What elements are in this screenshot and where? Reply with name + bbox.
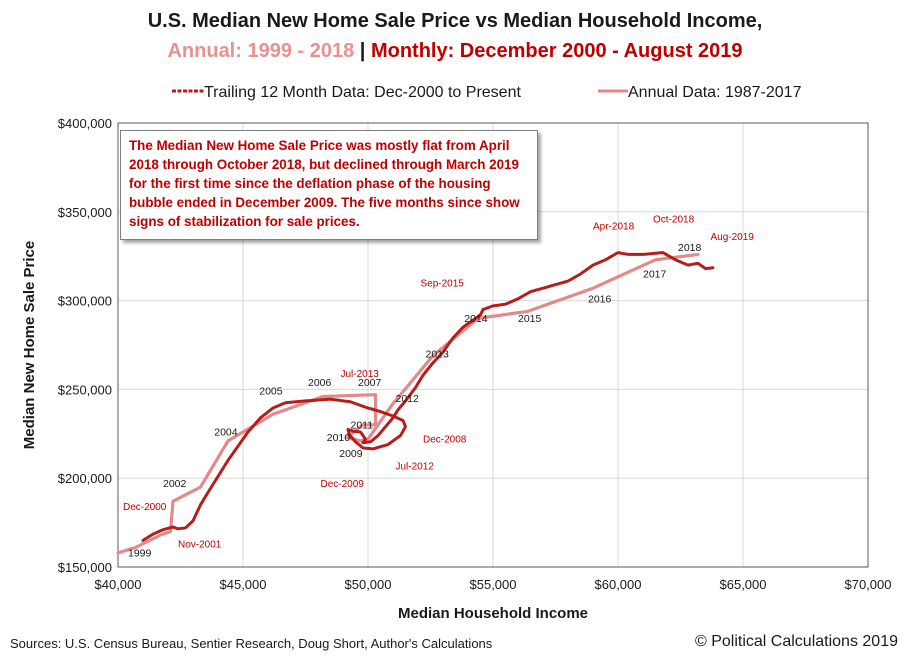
year-label: 2010	[327, 432, 351, 444]
year-label: 2018	[678, 242, 702, 254]
sources-note: Sources: U.S. Census Bureau, Sentier Res…	[10, 636, 493, 651]
year-label: 2005	[259, 386, 283, 398]
year-label: 2011	[351, 419, 374, 431]
subtitle-separator: |	[354, 40, 371, 62]
year-label: 2009	[339, 448, 363, 460]
series-line-monthly	[141, 251, 715, 542]
month-label: Jul-2012	[396, 461, 435, 472]
month-label: Sep-2015	[421, 278, 465, 289]
month-label: Dec-2009	[321, 479, 365, 490]
x-axis-label: Median Household Income	[398, 605, 588, 622]
x-tick-label: $65,000	[720, 577, 767, 592]
x-tick-label: $45,000	[220, 577, 267, 592]
month-label: Oct-2018	[653, 214, 695, 225]
month-label: Jul-2013	[341, 369, 380, 380]
y-tick-label: $150,000	[58, 560, 112, 575]
y-tick-label: $250,000	[58, 382, 112, 397]
x-tick-label: $55,000	[470, 577, 517, 592]
year-label: 1999	[128, 547, 152, 559]
year-label: 2002	[163, 478, 187, 490]
y-axis-label: Median New Home Sale Price	[21, 241, 38, 449]
month-label: Dec-2000	[123, 502, 167, 513]
x-tick-label: $60,000	[595, 577, 642, 592]
month-label: Aug-2019	[711, 232, 755, 243]
copyright-note: © Political Calculations 2019	[694, 633, 898, 650]
chart-title: U.S. Median New Home Sale Price vs Media…	[147, 10, 763, 32]
legend-item-annual: Annual Data: 1987-2017	[598, 84, 802, 101]
y-tick-label: $400,000	[58, 116, 112, 131]
y-tick-label: $300,000	[58, 294, 112, 309]
year-label: 2014	[464, 313, 488, 325]
month-label: Apr-2018	[593, 222, 635, 233]
month-label: Dec-2008	[423, 435, 467, 446]
subtitle-monthly: Monthly: December 2000 - August 2019	[370, 40, 743, 62]
annotation-box: The Median New Home Sale Price was mostl…	[120, 130, 538, 240]
year-label: 2007	[358, 377, 382, 389]
chart-subtitle: Annual: 1999 - 2018 | Monthly: December …	[0, 40, 910, 63]
year-label: 2016	[588, 293, 612, 305]
legend-item-monthly: Trailing 12 Month Data: Dec-2000 to Pres…	[172, 84, 521, 101]
legend-label-monthly: Trailing 12 Month Data: Dec-2000 to Pres…	[204, 84, 521, 101]
year-label: 2015	[518, 313, 542, 325]
y-tick-label: $200,000	[58, 471, 112, 486]
x-tick-label: $70,000	[845, 577, 892, 592]
legend-label-annual: Annual Data: 1987-2017	[628, 84, 802, 101]
series-line-annual	[116, 252, 700, 555]
month-label: Nov-2001	[178, 539, 222, 550]
subtitle-annual: Annual: 1999 - 2018	[167, 40, 355, 62]
year-label: 2017	[643, 269, 667, 281]
x-tick-label: $50,000	[345, 577, 392, 592]
year-label: 2006	[308, 377, 332, 389]
x-tick-label: $40,000	[95, 577, 142, 592]
plot-frame	[117, 122, 869, 568]
y-tick-label: $350,000	[58, 205, 112, 220]
year-label: 2012	[396, 393, 420, 405]
year-label: 2004	[214, 427, 238, 439]
year-label: 2013	[426, 348, 450, 360]
